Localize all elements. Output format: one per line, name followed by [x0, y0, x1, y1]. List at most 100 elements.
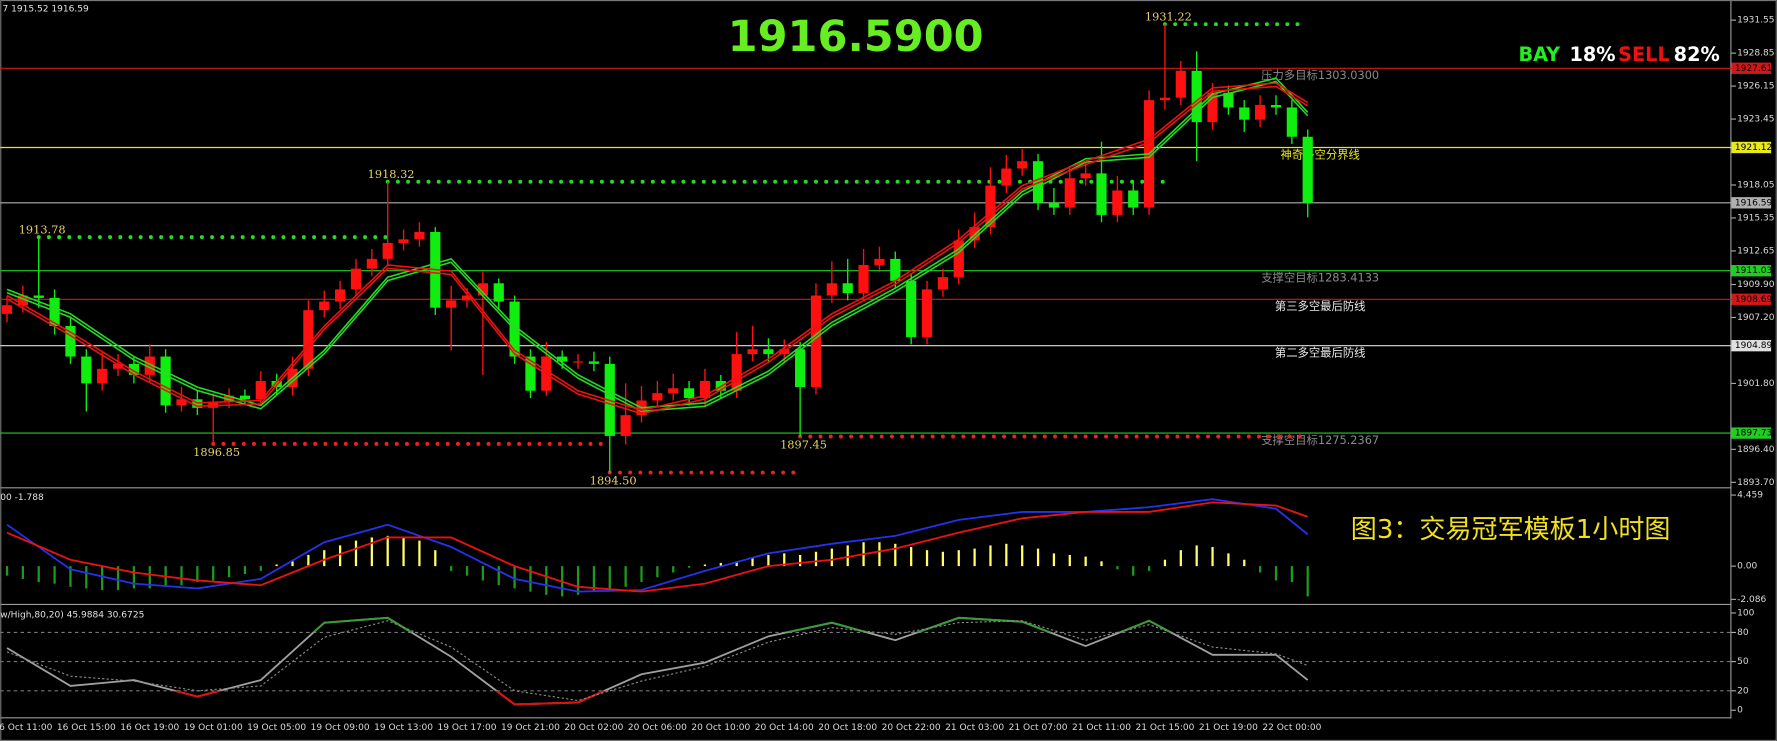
- candle-body: [176, 399, 187, 406]
- candle-body: [1207, 92, 1218, 123]
- y-tick-label: 80: [1737, 628, 1749, 638]
- histogram-bar: [101, 566, 104, 591]
- candle-body: [1, 305, 13, 314]
- histogram-bar: [656, 566, 659, 578]
- histogram-bar: [846, 545, 849, 567]
- candle-body: [763, 349, 774, 355]
- candle-body: [572, 361, 584, 363]
- level-box: [1731, 427, 1772, 439]
- histogram-bar: [624, 566, 627, 587]
- histogram-bar: [1227, 553, 1230, 567]
- indicator-line: [6, 501, 1309, 593]
- x-tick-label: 21 Oct 15:00: [1135, 723, 1194, 733]
- level-box: [1731, 265, 1772, 277]
- histogram-bar: [465, 566, 469, 576]
- level-label: 1927.61: [1735, 64, 1772, 74]
- histogram-bar: [814, 551, 818, 567]
- y-tick-label: 0.00: [1737, 562, 1757, 572]
- candle-body: [525, 356, 536, 391]
- candle-body: [255, 380, 266, 400]
- candle-body: [890, 258, 901, 281]
- extreme-label: 1896.85: [193, 445, 240, 459]
- histogram-bar: [910, 546, 913, 567]
- histogram-bar: [894, 543, 897, 567]
- y-tick-label: 1928.85: [1737, 49, 1774, 59]
- candle-body: [160, 356, 171, 406]
- level-text: 支撑空目标1283.4133: [1261, 271, 1379, 285]
- histogram-bar: [957, 550, 960, 567]
- histogram-bar: [973, 548, 976, 567]
- candle-body: [747, 349, 758, 355]
- histogram-bar: [418, 540, 421, 567]
- histogram-bar: [37, 566, 40, 583]
- candle-body: [1001, 168, 1012, 186]
- histogram-bar: [1084, 556, 1087, 567]
- histogram-bar: [941, 551, 945, 567]
- candle-body: [366, 258, 377, 269]
- y-tick-label: 1907.20: [1737, 313, 1775, 323]
- candle-body: [1223, 92, 1234, 108]
- histogram-bar: [545, 566, 548, 595]
- bay-percent: 18%: [1569, 43, 1615, 66]
- histogram-bar: [1021, 545, 1024, 567]
- histogram-bar: [1116, 566, 1119, 570]
- candle-body: [446, 300, 457, 308]
- candle-body: [1048, 202, 1060, 208]
- candle-body: [1175, 70, 1186, 98]
- histogram-bar: [878, 542, 881, 567]
- y-tick-label: 1912.65: [1737, 246, 1774, 256]
- level-label: 1921.12: [1735, 143, 1772, 153]
- candle-body: [1191, 70, 1202, 123]
- x-tick-label: 19 Oct 01:00: [184, 723, 243, 733]
- level-box: [1731, 197, 1772, 209]
- level-box: [1731, 62, 1772, 74]
- x-tick-label: 19 Oct 21:00: [501, 723, 560, 733]
- candle-body: [858, 264, 869, 294]
- stoch-header: w/High,80,20) 45.9884 30.6725: [0, 611, 144, 621]
- candle-body: [906, 280, 917, 338]
- x-tick-label: 20 Oct 06:00: [628, 723, 687, 733]
- candle-body: [17, 295, 28, 306]
- current-price: 1916.5900: [728, 12, 984, 62]
- candle-body: [668, 388, 679, 394]
- candle-body: [557, 356, 568, 362]
- histogram-bar: [798, 554, 802, 567]
- histogram-bar: [1100, 561, 1103, 567]
- sell-label: SELL: [1618, 43, 1670, 66]
- x-tick-label: 19 Oct 13:00: [374, 723, 433, 733]
- moving-average: [6, 85, 1309, 415]
- level-box: [1731, 340, 1772, 352]
- histogram-bar: [989, 545, 992, 567]
- extreme-label: 1931.22: [1145, 9, 1192, 23]
- histogram-bar: [608, 566, 611, 591]
- candle-body: [953, 240, 964, 278]
- candle-body: [144, 356, 155, 375]
- y-tick-label: 1915.35: [1737, 213, 1774, 223]
- moving-average: [6, 80, 1309, 413]
- candle-body: [683, 388, 695, 399]
- histogram-bar: [1290, 566, 1293, 583]
- caption: 图3：交易冠军模板1小时图: [1351, 515, 1671, 545]
- candle-body: [1096, 173, 1107, 215]
- histogram-bar: [925, 550, 929, 567]
- level-box: [1731, 293, 1772, 305]
- y-tick-label: 0: [1737, 706, 1743, 716]
- histogram-bar: [370, 537, 373, 567]
- y-tick-label: 1893.70: [1737, 478, 1775, 488]
- level-text: 压力多目标1303.0300: [1261, 68, 1379, 82]
- x-tick-label: 16 Oct 11:00: [0, 723, 53, 733]
- candle-body: [795, 349, 806, 388]
- candle-body: [1255, 105, 1266, 120]
- candle-body: [223, 395, 235, 402]
- candle-body: [81, 356, 92, 384]
- histogram-bar: [481, 566, 485, 581]
- candle-body: [271, 380, 282, 388]
- histogram-bar: [5, 566, 9, 576]
- candle-body: [1128, 190, 1139, 208]
- level-text: 第二多空最后防线: [1275, 346, 1366, 360]
- histogram-bar: [180, 566, 183, 586]
- y-tick-label: 20: [1737, 686, 1749, 696]
- histogram-bar: [21, 566, 24, 579]
- bay-label: BAY: [1518, 43, 1561, 66]
